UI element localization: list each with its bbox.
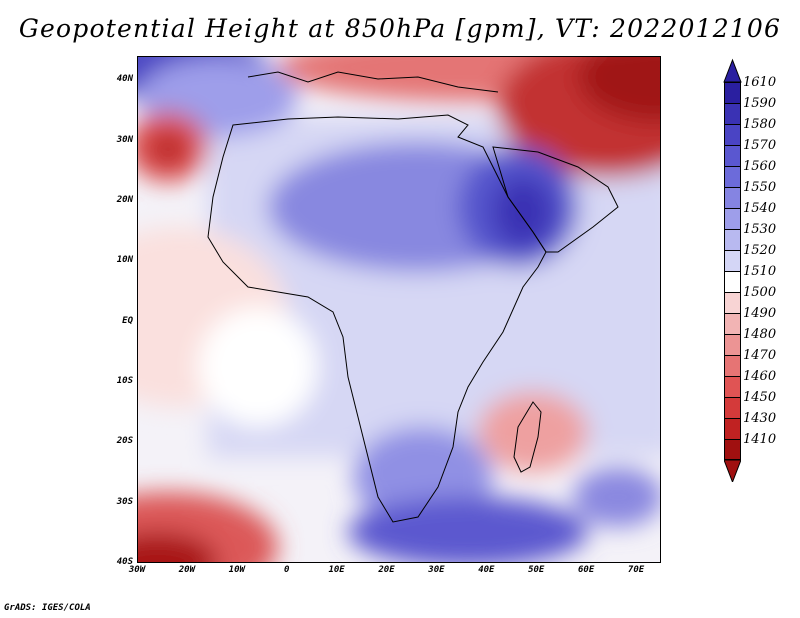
colorbar-label: 1540 — [743, 201, 777, 216]
colorbar-swatch — [724, 250, 741, 271]
colorbar-swatch — [724, 418, 741, 439]
map-field — [138, 57, 660, 562]
colorbar-label: 1580 — [743, 117, 777, 132]
colorbar-label: 1410 — [743, 432, 777, 447]
colorbar-swatch — [724, 82, 741, 103]
lon-tick-label: 50E — [528, 565, 545, 575]
lat-tick-label: 40S — [116, 557, 133, 567]
lat-tick-label: 20S — [116, 436, 133, 447]
colorbar-label: 1490 — [743, 306, 777, 321]
colorbar-label: 1460 — [743, 369, 777, 384]
colorbar-label: 1430 — [743, 411, 777, 426]
colorbar-label: 1510 — [743, 264, 777, 279]
lat-tick-label: 20N — [116, 194, 133, 205]
lat-tick-label: EQ — [122, 315, 133, 326]
colorbar-label: 1450 — [743, 390, 777, 405]
colorbar-swatch — [724, 229, 741, 250]
lon-tick-label: 40E — [478, 565, 495, 575]
colorbar-bottom-arrow — [724, 460, 741, 482]
lat-tick-label: 10S — [116, 375, 133, 386]
colorbar-swatch — [724, 166, 741, 187]
lon-tick-label: 20W — [178, 565, 196, 575]
colorbar-swatch — [724, 103, 741, 124]
lon-tick-label: 0 — [283, 565, 290, 575]
credit-text: GrADS: IGES/COLA — [4, 603, 91, 613]
colorbar-label: 1470 — [743, 348, 777, 363]
lon-tick-label: 10W — [228, 565, 245, 575]
map-plot-area — [137, 56, 661, 563]
lat-tick-label: 30N — [116, 134, 133, 145]
colorbar-label: 1560 — [743, 159, 777, 174]
colorbar-swatch — [724, 334, 741, 355]
colorbar-swatch — [724, 124, 741, 145]
lat-tick-label: 40N — [116, 74, 133, 85]
colorbar-label: 1550 — [743, 180, 777, 195]
lon-tick-label: 30W — [128, 565, 146, 575]
colorbar-label: 1530 — [743, 222, 777, 237]
lon-tick-label: 60E — [578, 565, 595, 575]
colorbar-swatch — [724, 355, 741, 376]
lon-tick-label: 70E — [627, 565, 645, 575]
lon-tick-label: 10E — [328, 565, 345, 575]
lon-tick-label: 30E — [428, 565, 445, 575]
colorbar-swatch — [724, 145, 741, 166]
colorbar-label: 1610 — [743, 75, 777, 90]
colorbar-swatch — [724, 271, 741, 292]
chart-title: Geopotential Height at 850hPa [gpm], VT:… — [18, 14, 782, 43]
colorbar-label: 1570 — [743, 138, 777, 153]
colorbar-swatch — [724, 376, 741, 397]
colorbar-label: 1520 — [743, 243, 777, 258]
colorbar-label: 1500 — [743, 285, 777, 300]
lon-tick-label: 20E — [378, 565, 395, 575]
colorbar-label: 1590 — [743, 96, 777, 111]
colorbar-swatch — [724, 313, 741, 334]
colorbar-swatch — [724, 397, 741, 418]
colorbar-swatch — [724, 439, 741, 460]
lat-tick-label: 30S — [116, 496, 133, 507]
colorbar-label: 1480 — [743, 327, 777, 342]
colorbar-swatch — [724, 187, 741, 208]
lat-tick-label: 10N — [116, 255, 133, 266]
colorbar-swatch — [724, 208, 741, 229]
colorbar-swatch — [724, 292, 741, 313]
